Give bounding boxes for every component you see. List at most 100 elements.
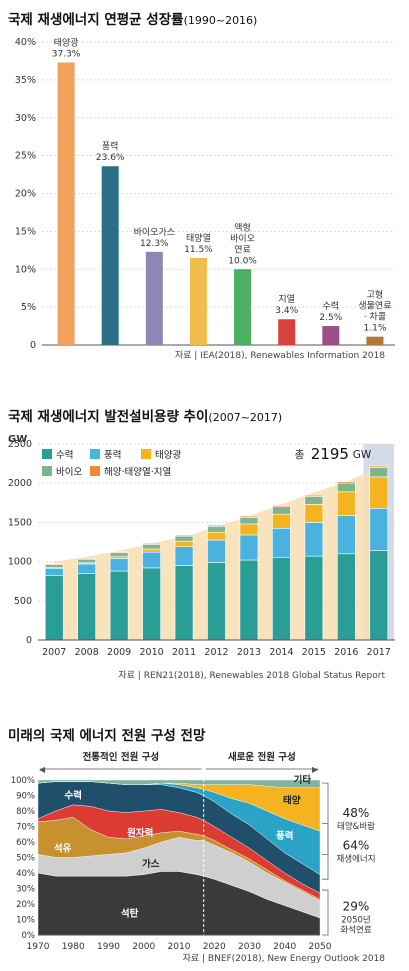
chart3-area-outlook: 전통적인 전원 구성 새로운 전원 구성 ◀ ▶ 0% 10% 20% 30% 40% 50% 60… <box>11 751 376 952</box>
chart2-bar-segment <box>142 551 161 569</box>
chart1-ytick-label: 35% <box>15 75 36 86</box>
chart1-bar <box>145 251 163 345</box>
chart2-bar-segment <box>369 467 389 478</box>
chart1-ytick-label: 10% <box>15 264 36 275</box>
chart3-series-label: 풍력 <box>276 830 293 842</box>
chart3-annotation-value: 29% <box>343 900 370 914</box>
chart1-bar-label: 3.4% <box>275 306 298 316</box>
chart3-bracket <box>322 889 329 936</box>
chart2-xtick-label: 2017 <box>367 647 391 658</box>
chart3-annotation-label: 화석연료 <box>340 925 371 936</box>
chart2-bar-segment <box>142 544 161 550</box>
chart3-header-left: 전통적인 전원 구성 <box>83 751 160 763</box>
chart3-arrowhead-right: ▶ <box>312 765 319 774</box>
chart3-arrowhead-left: ◀ <box>39 765 46 774</box>
chart2-bar-segment <box>337 553 356 641</box>
chart1-bar-label: 태양열 <box>186 233 211 244</box>
chart1-source: 자료 | IEA(2018), Renewables Information 2… <box>174 351 385 361</box>
chart1-bar <box>101 166 119 345</box>
chart2-bar-segment <box>239 559 259 641</box>
chart2-bar-segment <box>77 558 96 560</box>
chart2-bar-segment <box>207 539 226 563</box>
chart2-bar-segment <box>337 481 356 484</box>
chart1-ytick-label: 0 <box>30 340 36 351</box>
chart2-bar-segment <box>337 482 356 493</box>
chart2-bar-segment <box>369 550 389 641</box>
chart2-bar-segment <box>239 523 259 536</box>
chart1-ytick-label: 30% <box>15 113 36 124</box>
chart2-xtick-label: 2008 <box>75 647 99 658</box>
chart3-header-right: 새로운 전원 구성 <box>228 751 296 763</box>
chart2-legend-label: 태양광 <box>155 449 181 461</box>
chart2-total-unit: GW <box>353 449 372 461</box>
chart2-bar-segment <box>142 543 161 545</box>
chart2-bar-segment <box>44 567 64 577</box>
chart3-annotation-label: 태양&바람 <box>337 821 375 832</box>
chart1-ytick-label: 25% <box>15 151 36 162</box>
chart2-bar-segment <box>109 552 129 557</box>
chart3-ytick-label: 40% <box>16 869 35 879</box>
chart2-bar-segment <box>304 496 324 505</box>
chart1-bar-label: 풍력 <box>102 140 119 152</box>
chart2-bar-segment <box>44 563 64 565</box>
chart3-xtick-label: 2000 <box>132 942 155 952</box>
chart2-title-main: 국제 재생에너지 발전설비용량 추이 <box>8 409 209 425</box>
chart3-ytick-label: 90% <box>16 792 35 802</box>
chart1-bar-label: 12.3% <box>140 239 169 249</box>
chart2-bar-segment <box>369 465 389 468</box>
chart2-xtick-label: 2011 <box>172 647 196 658</box>
chart3-ytick-label: 70% <box>16 823 35 833</box>
chart2-bar-segment <box>207 524 226 527</box>
chart2-bar-segment <box>44 575 64 641</box>
chart3-bracket <box>322 782 329 855</box>
chart1-bar <box>278 319 296 345</box>
chart2-bar-segment <box>174 540 194 548</box>
chart2-bar-segment <box>369 507 389 551</box>
chart1-title-main: 국제 재생에너지 연평균 성장률 <box>8 12 184 28</box>
chart3-title: 미래의 국제 에너지 전원 구성 전망 <box>8 728 206 744</box>
chart2-source: 자료 | REN21(2018), Renewables 2018 Global… <box>118 671 385 681</box>
chart2-bar-segment <box>337 515 356 555</box>
chart2-bar-segment <box>304 504 324 523</box>
chart2-bar-segment <box>142 548 161 553</box>
chart1-bar-label: 지열 <box>278 294 295 305</box>
chart2-bar-segment <box>272 505 291 508</box>
chart1-bar-label: 바이오 <box>230 233 255 244</box>
chart3-ytick-label: 80% <box>16 807 35 817</box>
chart3-ytick-label: 10% <box>16 916 35 926</box>
chart1-bar <box>189 257 207 345</box>
chart3-series-label: 석유 <box>54 842 72 854</box>
chart2-ytick-label: 2000 <box>8 478 32 489</box>
chart2-xtick-label: 2014 <box>269 647 293 658</box>
chart3-xtick-label: 1980 <box>62 942 85 952</box>
chart1-bar-label: 바이오가스 <box>134 227 175 238</box>
chart1-bar-label: 액형 <box>234 221 251 233</box>
chart2-title-sub: (2007~2017) <box>208 411 283 424</box>
chart1-bar <box>322 326 340 345</box>
chart2-bar-segment <box>109 551 129 554</box>
chart2-total-prefix: 총 <box>295 449 305 461</box>
chart2-total-value: 2195 <box>311 445 349 463</box>
chart2-legend-swatch <box>90 466 100 476</box>
chart2-bar-segment <box>304 494 324 497</box>
chart3-series-label: 수력 <box>65 790 82 802</box>
chart3-series-label: 석탄 <box>121 907 139 919</box>
chart2-ytick-label: 1000 <box>8 557 32 568</box>
chart2-ytick-label: 0 <box>26 635 32 646</box>
chart2-ytick-label: 2500 <box>8 439 32 450</box>
chart2-legend-swatch <box>42 466 52 476</box>
chart2-bar-segment <box>337 491 356 516</box>
chart3-series-label: 가스 <box>142 858 160 870</box>
chart2-legend-label: 해양·태양열·지열 <box>104 466 171 478</box>
chart2-bar-segment <box>174 565 194 641</box>
chart1-bar-label: 생물연료 <box>358 301 391 312</box>
chart3-source: 자료 | BNEF(2018), New Energy Outlook 2018 <box>182 954 385 964</box>
chart2-bar-segment <box>174 534 194 537</box>
chart2-legend-swatch <box>141 449 151 459</box>
chart2-bar-segment <box>272 513 291 529</box>
chart3-area <box>37 779 321 788</box>
chart1-bar <box>57 62 75 345</box>
chart2-legend-swatch <box>90 449 100 459</box>
chart3-xtick-label: 2030 <box>238 942 261 952</box>
chart2-bar-segment <box>239 517 259 525</box>
